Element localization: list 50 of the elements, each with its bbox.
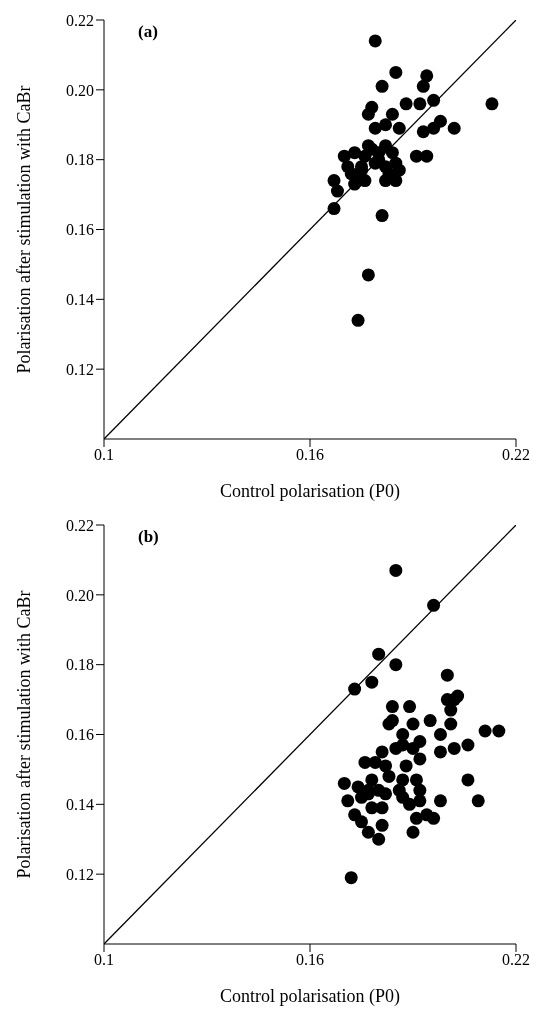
point xyxy=(348,146,362,160)
y-tick-label: 0.22 xyxy=(66,11,94,29)
y-tick-label: 0.22 xyxy=(66,516,94,534)
x-tick-label: 0.22 xyxy=(502,951,530,969)
y-tick-label: 0.16 xyxy=(66,726,94,744)
y-axis-title: Polarisation after stimulation with CaBr xyxy=(14,85,35,374)
point xyxy=(485,97,499,111)
point xyxy=(399,97,413,111)
y-tick-label: 0.12 xyxy=(66,865,94,883)
y-tick-label: 0.16 xyxy=(66,221,94,239)
point xyxy=(330,184,344,198)
point xyxy=(385,146,399,160)
y-tick-label: 0.20 xyxy=(66,81,94,99)
point xyxy=(327,174,341,188)
point xyxy=(385,107,399,121)
point xyxy=(368,121,382,135)
y-tick-label: 0.20 xyxy=(66,586,94,604)
point xyxy=(420,69,434,83)
annotation: (b) xyxy=(138,527,159,547)
x-tick-label: 0.1 xyxy=(94,446,114,464)
point xyxy=(375,79,389,93)
point xyxy=(375,209,389,223)
point xyxy=(361,268,375,282)
point xyxy=(361,107,375,121)
point xyxy=(416,79,430,93)
point xyxy=(427,121,441,135)
point xyxy=(420,149,434,163)
y-tick-label: 0.14 xyxy=(66,796,94,814)
y-tick-label: 0.12 xyxy=(66,360,94,378)
y-tick-label: 0.14 xyxy=(66,291,94,309)
point xyxy=(389,65,403,79)
point xyxy=(427,93,441,107)
x-axis-title: Control polarisation (P0) xyxy=(220,481,400,502)
point xyxy=(447,121,461,135)
x-tick-label: 0.16 xyxy=(296,446,324,464)
point xyxy=(413,97,427,111)
y-tick-label: 0.18 xyxy=(66,656,94,674)
point xyxy=(327,202,341,216)
y-tick-label: 0.18 xyxy=(66,151,94,169)
point xyxy=(392,121,406,135)
x-tick-label: 0.1 xyxy=(94,951,114,969)
annotation: (a) xyxy=(138,22,158,42)
x-tick-label: 0.16 xyxy=(296,951,324,969)
point xyxy=(368,34,382,48)
point xyxy=(351,313,365,327)
point xyxy=(416,125,430,139)
x-axis-title: Control polarisation (P0) xyxy=(220,986,400,1007)
point xyxy=(379,118,393,132)
y-axis-title: Polarisation after stimulation with CaBr xyxy=(14,590,35,879)
x-tick-label: 0.22 xyxy=(502,446,530,464)
